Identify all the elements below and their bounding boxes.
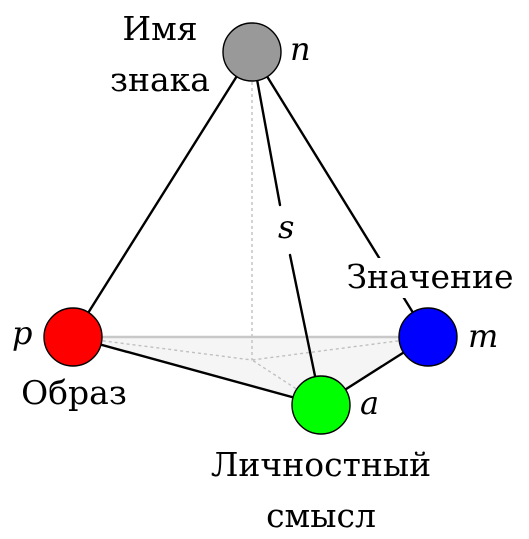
node-label-right: Значение — [346, 257, 513, 296]
node-left — [43, 307, 103, 367]
node-var-a: a — [360, 384, 379, 422]
edge-left-front — [71, 335, 323, 407]
node-right — [398, 307, 458, 367]
node-label-apex-line1: Имя — [122, 9, 197, 48]
edge-apex-left — [71, 50, 254, 339]
node-label-front-line2: смысл — [266, 496, 376, 535]
edge-label-s: s — [278, 208, 294, 246]
node-var-n: n — [290, 30, 311, 68]
node-var-m: m — [468, 317, 498, 355]
hidden-edge-left-center — [72, 336, 253, 361]
label-backdrop-right — [340, 258, 520, 298]
node-front — [291, 375, 351, 435]
node-var-p: p — [12, 314, 32, 352]
node-label-front-line1: Личностный — [211, 445, 431, 484]
node-apex — [222, 22, 282, 82]
node-label-apex-line2: знака — [110, 60, 210, 99]
node-label-left: Образ — [21, 373, 127, 412]
